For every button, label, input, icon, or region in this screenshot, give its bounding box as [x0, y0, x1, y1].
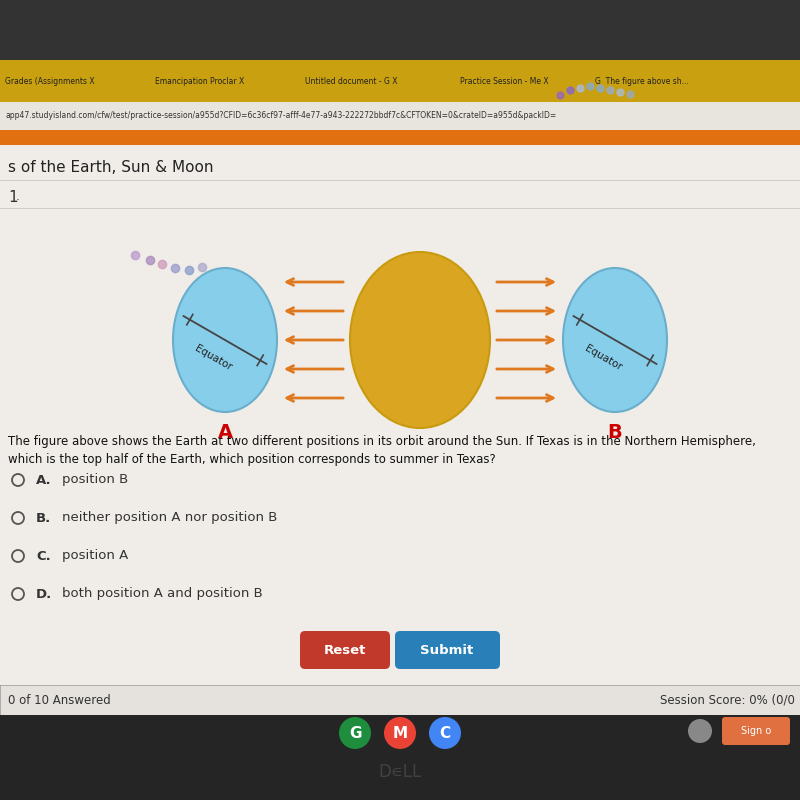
- FancyBboxPatch shape: [722, 717, 790, 745]
- Circle shape: [429, 717, 461, 749]
- Bar: [0, 102, 800, 130]
- Text: 0 of 10 Answered: 0 of 10 Answered: [8, 694, 110, 706]
- Text: neither position A nor position B: neither position A nor position B: [62, 511, 278, 525]
- Text: Practice Session - Me X: Practice Session - Me X: [460, 77, 549, 86]
- Text: position B: position B: [62, 474, 128, 486]
- Text: The figure above shows the Earth at two different positions in its orbit around : The figure above shows the Earth at two …: [8, 435, 756, 448]
- Bar: [0, 715, 800, 800]
- Text: Grades (Assignments X: Grades (Assignments X: [5, 77, 94, 86]
- FancyBboxPatch shape: [300, 631, 390, 669]
- Bar: [0, 0, 800, 60]
- Ellipse shape: [563, 268, 667, 412]
- Text: .: .: [16, 190, 20, 203]
- Text: C: C: [439, 726, 450, 741]
- Text: C.: C.: [36, 550, 50, 562]
- Text: Untitled document - G X: Untitled document - G X: [305, 77, 398, 86]
- Bar: [0, 685, 800, 715]
- Text: Equator: Equator: [582, 343, 623, 373]
- Text: D∊LL: D∊LL: [378, 763, 422, 781]
- Text: Sign o: Sign o: [741, 726, 771, 736]
- Circle shape: [384, 717, 416, 749]
- Text: Emancipation Proclar X: Emancipation Proclar X: [155, 77, 244, 86]
- Ellipse shape: [350, 252, 490, 428]
- Text: G  The figure above sh...: G The figure above sh...: [595, 77, 689, 86]
- Text: B.: B.: [36, 511, 51, 525]
- Text: A.: A.: [36, 474, 52, 486]
- FancyBboxPatch shape: [395, 631, 500, 669]
- Bar: [0, 145, 800, 685]
- Bar: [0, 130, 800, 145]
- Text: M: M: [393, 726, 407, 741]
- Bar: [0, 60, 800, 102]
- Text: Equator: Equator: [193, 343, 234, 373]
- Text: Session Score: 0% (0/0: Session Score: 0% (0/0: [660, 694, 795, 706]
- Circle shape: [688, 719, 712, 743]
- Ellipse shape: [173, 268, 277, 412]
- Text: position A: position A: [62, 550, 128, 562]
- Text: G: G: [349, 726, 362, 741]
- Text: Submit: Submit: [420, 643, 474, 657]
- Text: A: A: [218, 422, 233, 442]
- Text: app47.studyisland.com/cfw/test/practice-session/a955d?CFID=6c36cf97-afff-4e77-a9: app47.studyisland.com/cfw/test/practice-…: [5, 111, 556, 121]
- Text: Reset: Reset: [324, 643, 366, 657]
- Text: s of the Earth, Sun & Moon: s of the Earth, Sun & Moon: [8, 161, 214, 175]
- Circle shape: [339, 717, 371, 749]
- Text: which is the top half of the Earth, which position corresponds to summer in Texa: which is the top half of the Earth, whic…: [8, 453, 496, 466]
- Text: B: B: [608, 422, 622, 442]
- Text: D.: D.: [36, 587, 52, 601]
- Text: 1: 1: [8, 190, 18, 205]
- Text: both position A and position B: both position A and position B: [62, 587, 262, 601]
